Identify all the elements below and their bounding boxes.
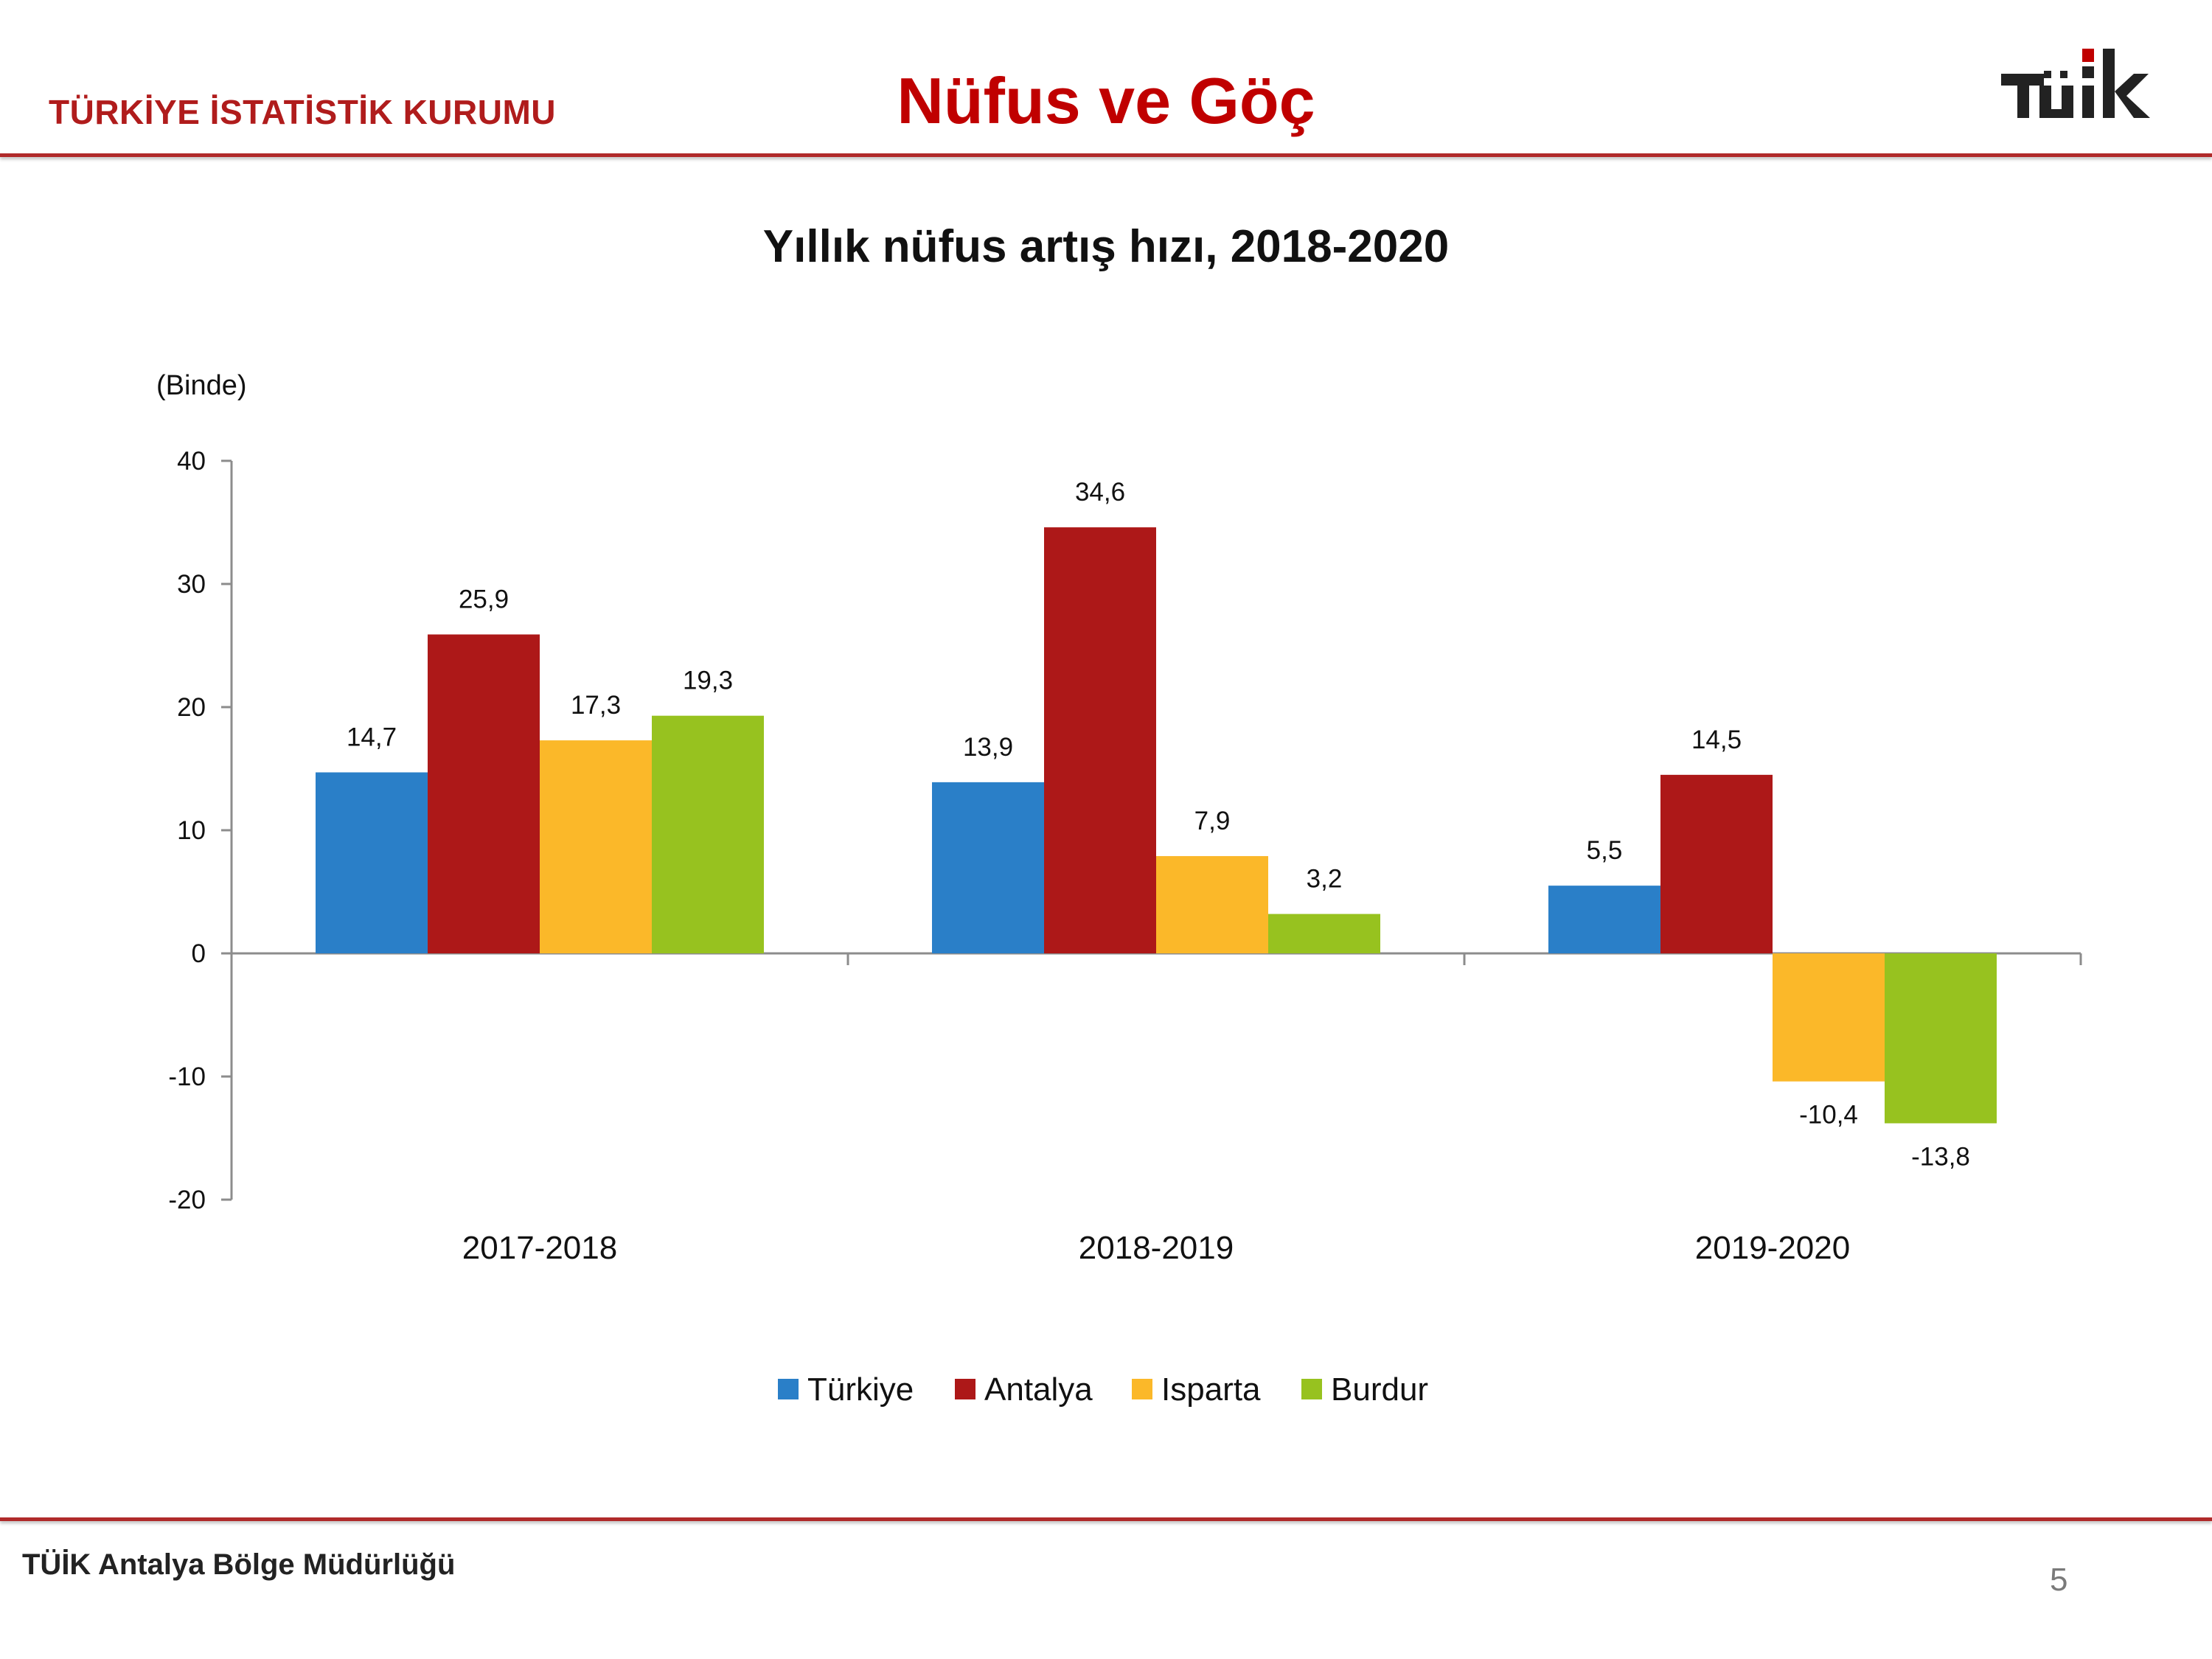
bar-isparta-2019-2020 [1773, 953, 1885, 1082]
data-label: 25,9 [459, 585, 509, 613]
bar-türkiye-2018-2019 [932, 782, 1044, 953]
bar-türkiye-2019-2020 [1548, 886, 1660, 953]
data-label: 14,7 [347, 723, 397, 752]
legend-label-burdur: Burdur [1331, 1371, 1428, 1408]
bar-türkiye-2017-2018 [316, 772, 428, 953]
y-unit-label: (Binde) [156, 370, 247, 401]
footer-office: TÜİK Antalya Bölge Müdürlüğü [22, 1548, 456, 1581]
data-label: 7,9 [1194, 807, 1231, 835]
tuik-logo [1998, 44, 2153, 125]
data-label: 14,5 [1691, 726, 1742, 754]
footer-divider [0, 1517, 2212, 1521]
y-tick-label: -20 [168, 1186, 206, 1214]
bar-burdur-2019-2020 [1885, 953, 1997, 1124]
bar-isparta-2017-2018 [540, 740, 652, 953]
x-category-label: 2019-2020 [1695, 1230, 1850, 1266]
legend-label-antalya: Antalya [984, 1371, 1093, 1408]
legend-swatch-isparta [1132, 1379, 1152, 1399]
bar-isparta-2018-2019 [1156, 856, 1268, 953]
org-name: TÜRKİYE İSTATİSTİK KURUMU [49, 93, 556, 131]
y-tick-label: 0 [192, 939, 206, 968]
chart-title: Yıllık nüfus artış hızı, 2018-2020 [763, 221, 1449, 272]
bar-antalya-2018-2019 [1044, 527, 1156, 953]
x-category-label: 2018-2019 [1079, 1230, 1234, 1266]
y-tick-label: -10 [168, 1062, 206, 1091]
legend-label-türkiye: Türkiye [807, 1371, 914, 1408]
data-label: 19,3 [683, 667, 733, 695]
page-title: Nüfus ve Göç [897, 64, 1315, 137]
page-number: 5 [2050, 1562, 2068, 1598]
bar-antalya-2017-2018 [428, 634, 540, 953]
legend-swatch-burdur [1301, 1379, 1322, 1399]
header-divider [0, 153, 2212, 157]
x-category-label: 2017-2018 [462, 1230, 617, 1266]
y-tick-label: 30 [177, 570, 206, 599]
y-tick-label: 10 [177, 816, 206, 845]
legend-swatch-türkiye [778, 1379, 799, 1399]
bar-burdur-2017-2018 [652, 715, 764, 953]
y-tick-label: 40 [177, 447, 206, 476]
data-label: 3,2 [1307, 865, 1343, 894]
legend-label-isparta: Isparta [1161, 1371, 1261, 1408]
data-label: 17,3 [571, 691, 621, 720]
data-label: -13,8 [1911, 1142, 1970, 1171]
legend-swatch-antalya [955, 1379, 975, 1399]
data-label: 34,6 [1075, 478, 1125, 507]
data-label: -10,4 [1799, 1101, 1858, 1130]
data-label: 13,9 [963, 733, 1013, 762]
y-tick-label: 20 [177, 693, 206, 722]
bar-antalya-2019-2020 [1660, 774, 1773, 953]
data-label: 5,5 [1587, 836, 1623, 865]
bar-burdur-2018-2019 [1268, 914, 1380, 953]
